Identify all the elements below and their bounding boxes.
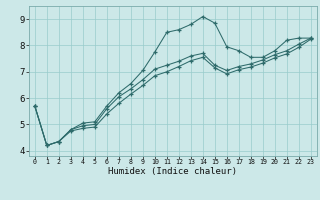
X-axis label: Humidex (Indice chaleur): Humidex (Indice chaleur) <box>108 167 237 176</box>
